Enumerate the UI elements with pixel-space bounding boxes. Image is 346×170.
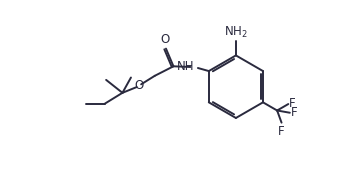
Text: F: F xyxy=(278,125,285,138)
Text: O: O xyxy=(135,79,144,92)
Text: NH$_2$: NH$_2$ xyxy=(224,25,248,40)
Text: F: F xyxy=(291,106,298,119)
Text: F: F xyxy=(289,97,296,110)
Text: NH: NH xyxy=(177,61,194,73)
Text: O: O xyxy=(160,33,170,46)
